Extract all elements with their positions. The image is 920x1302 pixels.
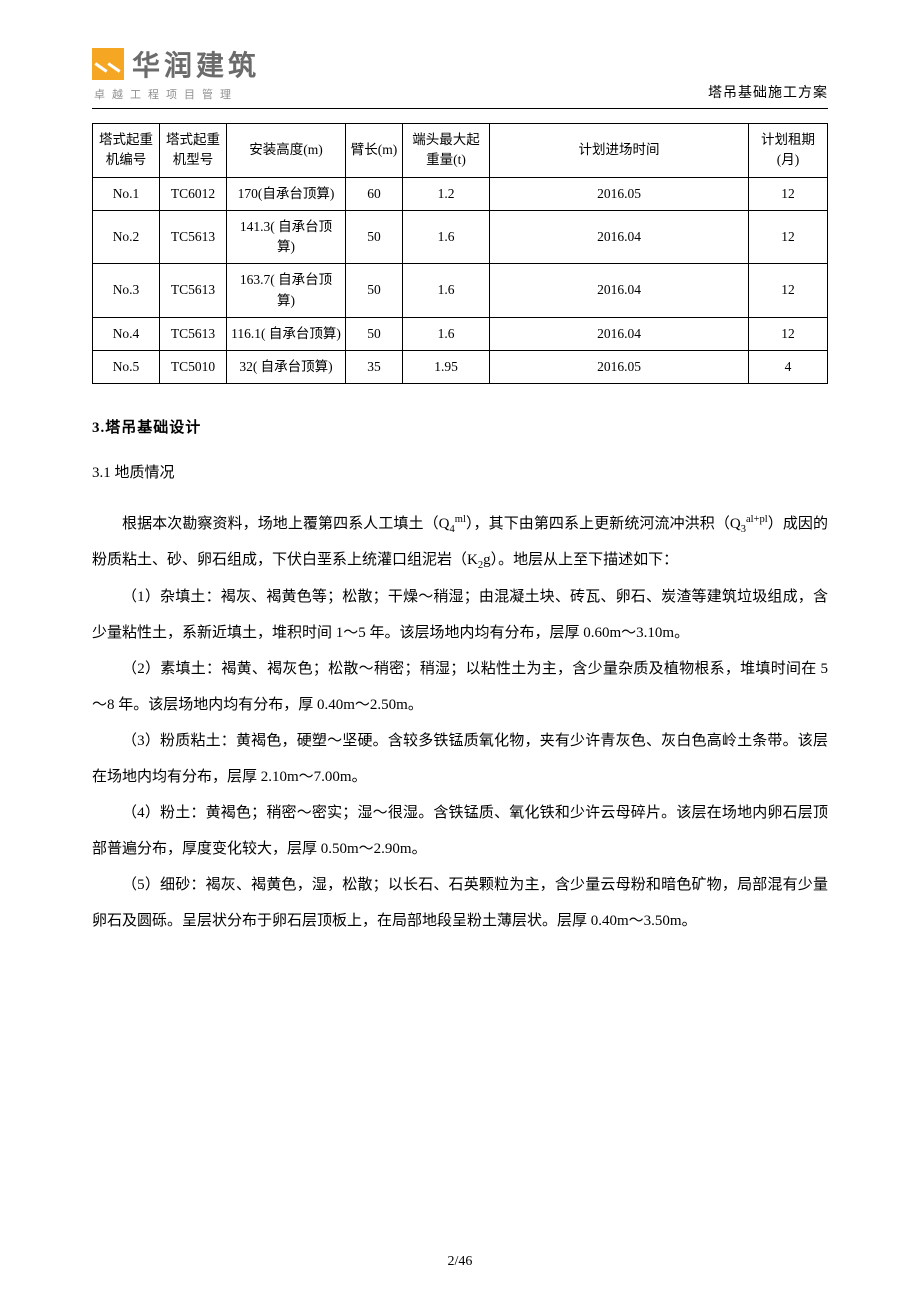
- paragraph-4: （4）粉土：黄褐色；稍密～密实；湿～很湿。含铁锰质、氧化铁和少许云母碎片。该层在…: [92, 795, 828, 867]
- cell-arm: 35: [346, 351, 403, 384]
- cell-model: TC5613: [160, 264, 227, 318]
- paragraph-intro: 根据本次勘察资料，场地上覆第四系人工填土（Q4ml），其下由第四系上更新统河流冲…: [92, 506, 828, 578]
- document-title: 塔吊基础施工方案: [708, 82, 828, 102]
- cell-cap: 1.2: [403, 177, 490, 210]
- cell-date: 2016.04: [490, 264, 749, 318]
- cell-height: 163.7( 自承台顶算): [227, 264, 346, 318]
- paragraph-1: （1）杂填土：褐灰、褐黄色等；松散；干燥～稍湿；由混凝土块、砖瓦、卵石、炭渣等建…: [92, 579, 828, 651]
- cell-model: TC5613: [160, 210, 227, 264]
- cell-lease: 12: [749, 317, 828, 350]
- col-install-h: 安装高度(m): [227, 124, 346, 178]
- table-header-row: 塔式起重机编号 塔式起重机型号 安装高度(m) 臂长(m) 端头最大起重量(t)…: [93, 124, 828, 178]
- col-date: 计划进场时间: [490, 124, 749, 178]
- cell-lease: 12: [749, 210, 828, 264]
- table-row: No.2 TC5613 141.3( 自承台顶算) 50 1.6 2016.04…: [93, 210, 828, 264]
- cell-model: TC5010: [160, 351, 227, 384]
- logo-row: 华润建筑: [92, 44, 260, 84]
- cell-lease: 12: [749, 177, 828, 210]
- cell-arm: 50: [346, 264, 403, 318]
- intro-b: ），其下由第四系上更新统河流冲洪积（Q: [466, 516, 741, 532]
- table-row: No.5 TC5010 32( 自承台顶算) 35 1.95 2016.05 4: [93, 351, 828, 384]
- paragraph-3: （3）粉质粘土：黄褐色，硬塑～坚硬。含较多铁锰质氧化物，夹有少许青灰色、灰白色高…: [92, 723, 828, 795]
- cell-date: 2016.05: [490, 177, 749, 210]
- col-lease: 计划租期(月): [749, 124, 828, 178]
- body-text: 根据本次勘察资料，场地上覆第四系人工填土（Q4ml），其下由第四系上更新统河流冲…: [92, 506, 828, 938]
- section-heading: 3.塔吊基础设计: [92, 416, 828, 437]
- cell-date: 2016.05: [490, 351, 749, 384]
- cell-date: 2016.04: [490, 317, 749, 350]
- cell-lease: 12: [749, 264, 828, 318]
- intro-a: 根据本次勘察资料，场地上覆第四系人工填土（Q: [122, 516, 450, 532]
- intro-d: g）。地层从上至下描述如下：: [483, 552, 678, 568]
- col-capacity: 端头最大起重量(t): [403, 124, 490, 178]
- page-footer: 2/46: [0, 1254, 920, 1270]
- col-arm: 臂长(m): [346, 124, 403, 178]
- subsection-heading: 3.1 地质情况: [92, 461, 828, 482]
- logo-block: 华润建筑 卓越工程项目管理: [92, 44, 260, 102]
- company-logo-icon: [92, 48, 124, 80]
- cell-no: No.5: [93, 351, 160, 384]
- page: 华润建筑 卓越工程项目管理 塔吊基础施工方案 塔式起重机编号 塔式起重机型号 安…: [0, 0, 920, 1302]
- cell-height: 170(自承台顶算): [227, 177, 346, 210]
- cell-height: 141.3( 自承台顶算): [227, 210, 346, 264]
- cell-height: 32( 自承台顶算): [227, 351, 346, 384]
- table-row: No.4 TC5613 116.1( 自承台顶算) 50 1.6 2016.04…: [93, 317, 828, 350]
- page-header: 华润建筑 卓越工程项目管理 塔吊基础施工方案: [92, 44, 828, 109]
- cell-arm: 50: [346, 210, 403, 264]
- table-body: No.1 TC6012 170(自承台顶算) 60 1.2 2016.05 12…: [93, 177, 828, 384]
- company-tagline: 卓越工程项目管理: [94, 86, 260, 102]
- col-crane-model: 塔式起重机型号: [160, 124, 227, 178]
- table-row: No.3 TC5613 163.7( 自承台顶算) 50 1.6 2016.04…: [93, 264, 828, 318]
- cell-arm: 50: [346, 317, 403, 350]
- table-row: No.1 TC6012 170(自承台顶算) 60 1.2 2016.05 12: [93, 177, 828, 210]
- cell-lease: 4: [749, 351, 828, 384]
- paragraph-2: （2）素填土：褐黄、褐灰色；松散～稍密；稍湿；以粘性土为主，含少量杂质及植物根系…: [92, 651, 828, 723]
- cell-cap: 1.6: [403, 317, 490, 350]
- cell-arm: 60: [346, 177, 403, 210]
- cell-cap: 1.6: [403, 264, 490, 318]
- table-header: 塔式起重机编号 塔式起重机型号 安装高度(m) 臂长(m) 端头最大起重量(t)…: [93, 124, 828, 178]
- cell-height: 116.1( 自承台顶算): [227, 317, 346, 350]
- cell-no: No.2: [93, 210, 160, 264]
- company-name: 华润建筑: [132, 44, 260, 84]
- cell-no: No.1: [93, 177, 160, 210]
- col-crane-no: 塔式起重机编号: [93, 124, 160, 178]
- cell-no: No.3: [93, 264, 160, 318]
- cell-date: 2016.04: [490, 210, 749, 264]
- cell-cap: 1.95: [403, 351, 490, 384]
- cell-model: TC6012: [160, 177, 227, 210]
- cell-cap: 1.6: [403, 210, 490, 264]
- cell-no: No.4: [93, 317, 160, 350]
- crane-table: 塔式起重机编号 塔式起重机型号 安装高度(m) 臂长(m) 端头最大起重量(t)…: [92, 123, 828, 384]
- paragraph-5: （5）细砂：褐灰、褐黄色，湿，松散；以长石、石英颗粒为主，含少量云母粉和暗色矿物…: [92, 867, 828, 939]
- cell-model: TC5613: [160, 317, 227, 350]
